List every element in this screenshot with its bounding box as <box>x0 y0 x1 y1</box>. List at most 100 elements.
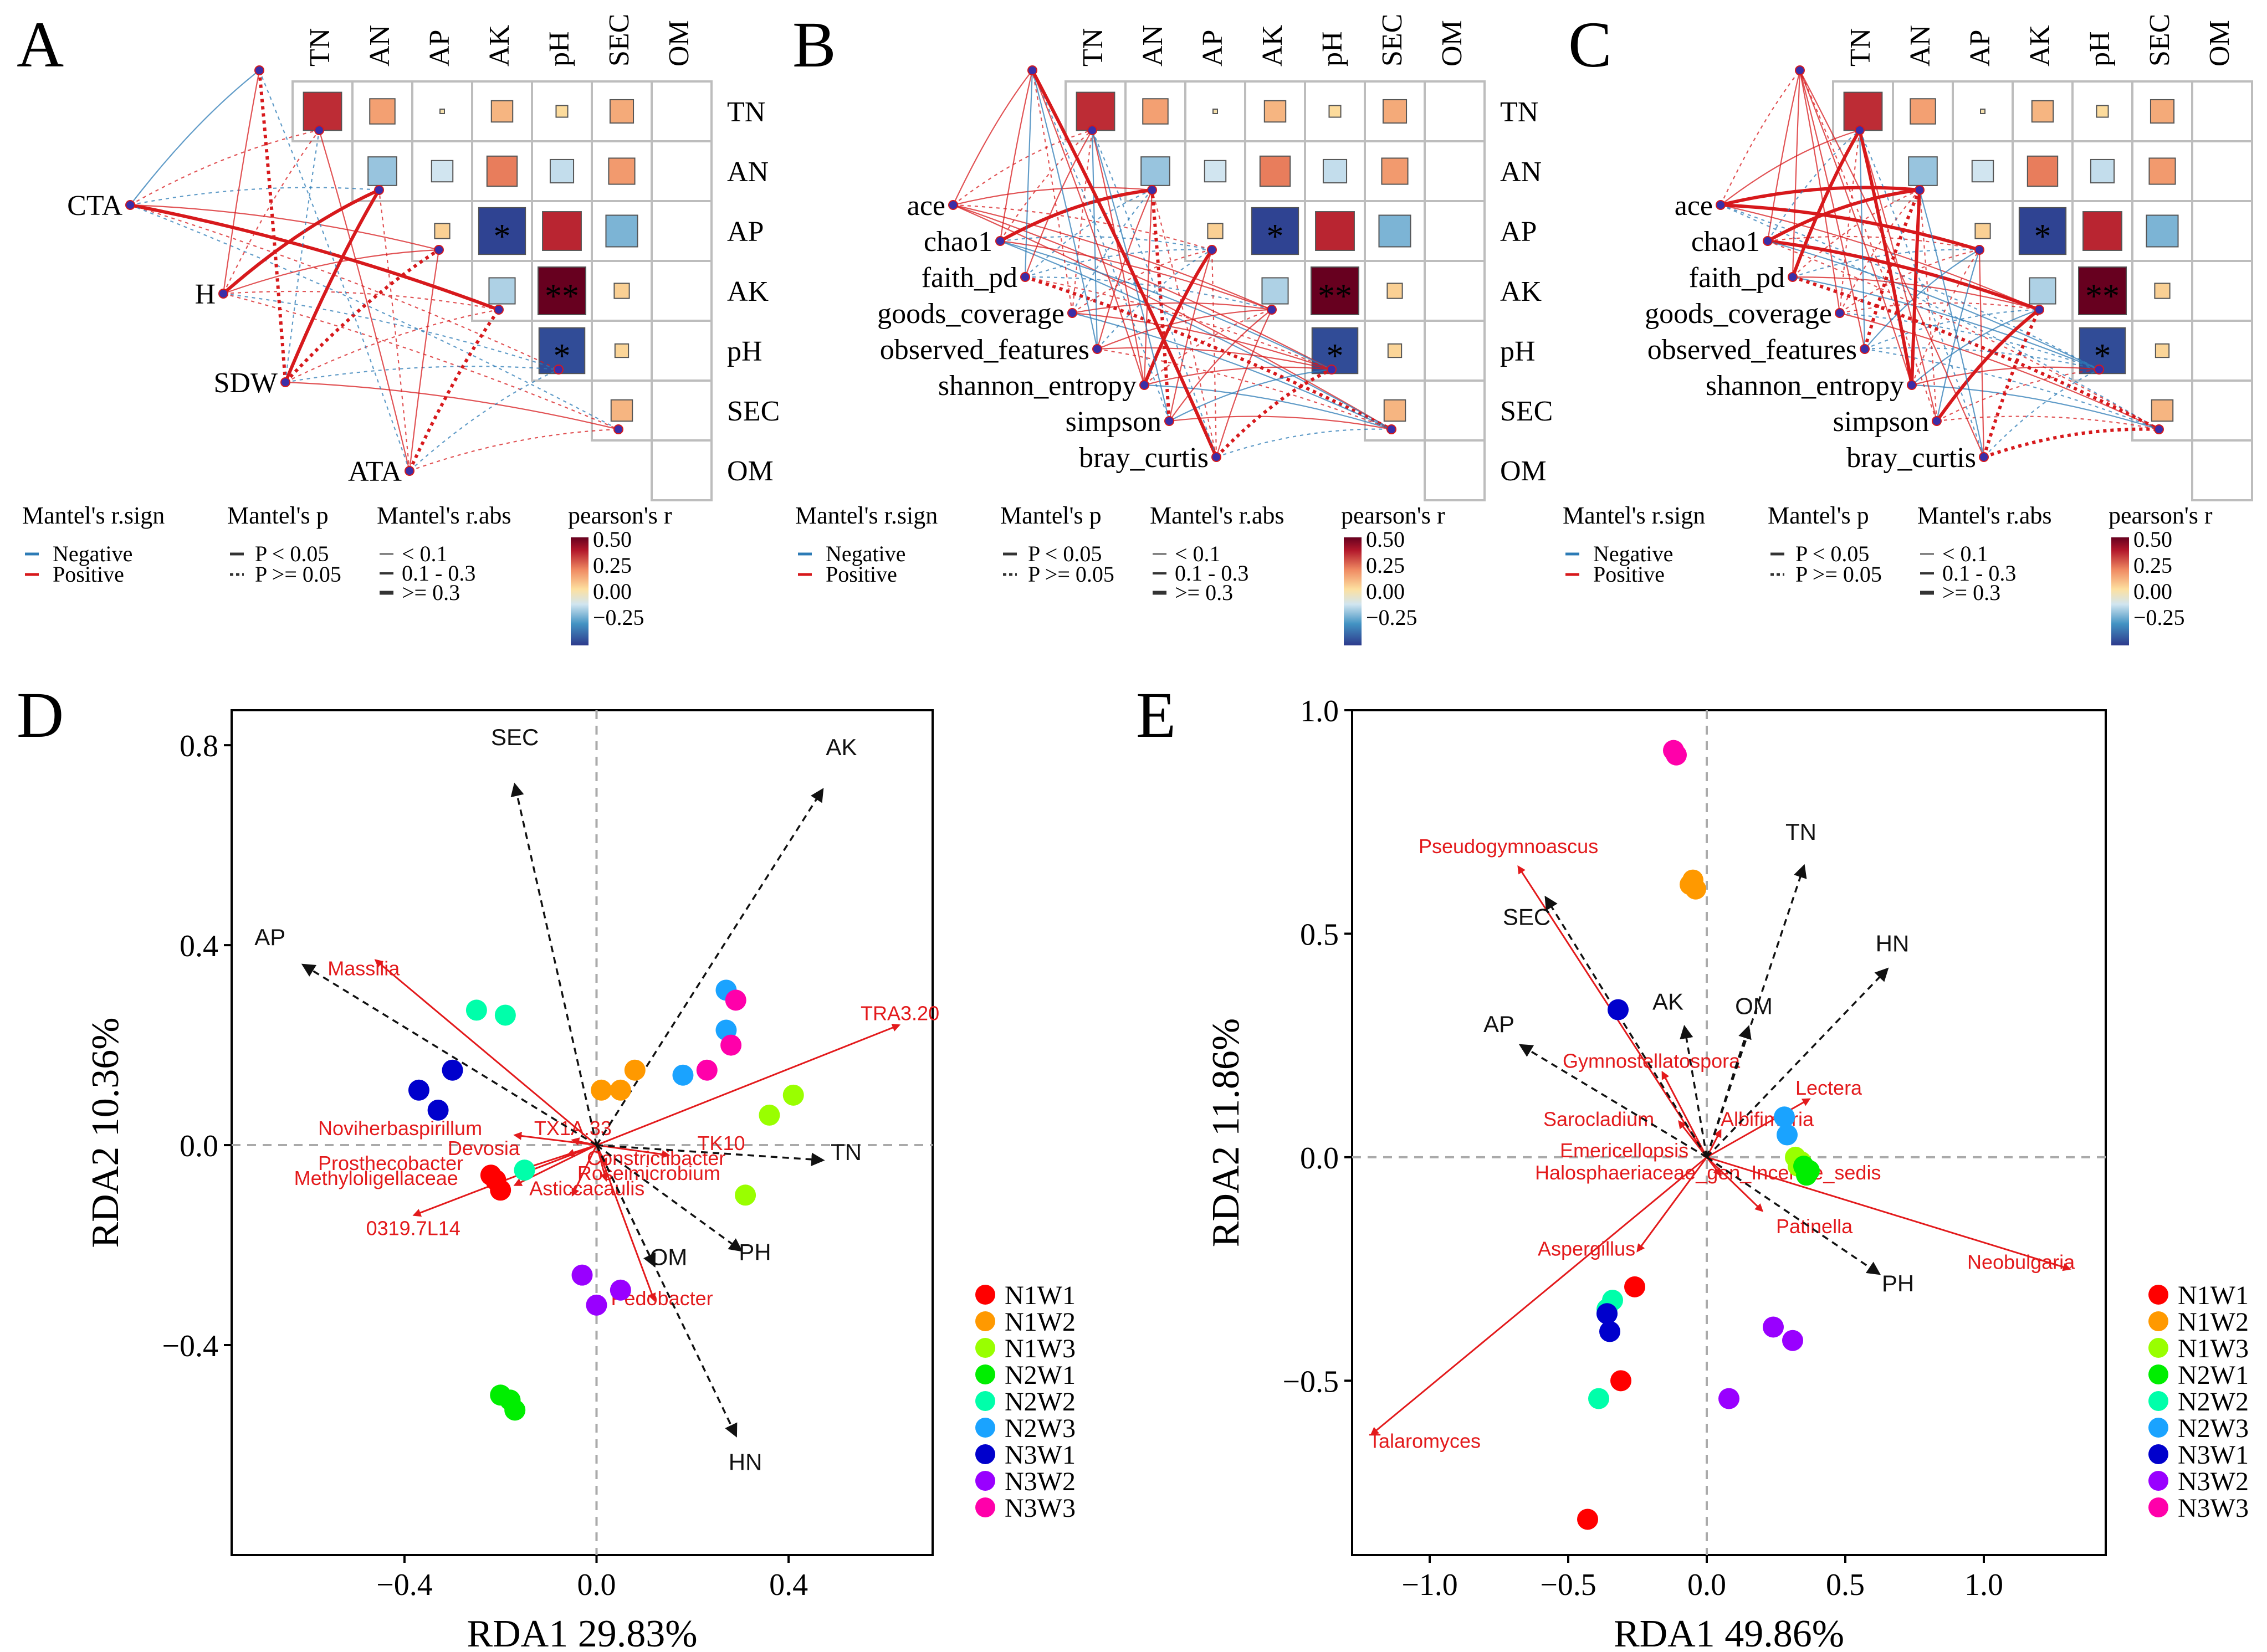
variable-node-AK <box>1974 245 1984 255</box>
group-node <box>1932 416 1942 426</box>
legend-label-N2W3: N2W3 <box>1005 1414 1076 1443</box>
matrix-square-AN-OM <box>2148 157 2176 185</box>
species-arrow-Noviherbaspirillum <box>513 1132 597 1146</box>
col-header-TN: TN <box>304 28 336 66</box>
mantel-link <box>1097 348 1392 430</box>
mantel-link <box>1168 249 1213 422</box>
panel-label-e: E <box>1136 679 1176 751</box>
matrix-square-AN-pH <box>1259 155 1291 187</box>
legend-positive-label: Positive <box>53 562 124 587</box>
group-node <box>1164 416 1174 426</box>
mantel-link <box>1169 309 1272 422</box>
colorbar-tick: −0.25 <box>593 605 644 630</box>
variable-node-AN <box>1855 125 1865 135</box>
matrix-cell-frame <box>651 320 713 382</box>
legend-abs-label: >= 0.3 <box>1175 580 1233 605</box>
row-label-AN: AN <box>727 156 769 188</box>
group-node <box>1067 308 1077 318</box>
variable-node-pH <box>1267 305 1277 315</box>
point-N1W2 <box>624 1059 646 1081</box>
point-N3W3 <box>720 1034 742 1056</box>
species-arrow-Massilia <box>374 959 597 1146</box>
mantel-link <box>953 204 1212 251</box>
mantel-link <box>285 309 499 383</box>
matrix-square-TN-AP <box>369 98 396 125</box>
matrix-square-SEC-OM <box>610 399 633 422</box>
legend-swatch-N2W2 <box>975 1391 995 1411</box>
point-N3W3 <box>725 989 746 1011</box>
col-header-OM: OM <box>663 20 695 66</box>
species-arrow-Lectera <box>1706 1098 1811 1158</box>
mantel-link <box>223 290 499 311</box>
group-node <box>1092 344 1102 354</box>
matrix-square-TN-AN <box>1843 91 1883 131</box>
mantel-link <box>1025 249 1212 278</box>
col-header-AP: AP <box>424 30 456 66</box>
x-tick-label: 0.4 <box>769 1568 808 1602</box>
mantel-link <box>409 428 619 472</box>
matrix-square-AK-OM <box>2154 283 2171 299</box>
mantel-link <box>1858 130 1913 386</box>
matrix-square-AN-SEC <box>1322 158 1348 184</box>
mantel-link <box>1911 366 2100 386</box>
matrix-square-AK-pH <box>1261 277 1289 305</box>
mantel-link <box>1151 189 1217 458</box>
legend-negative-label: Negative <box>826 541 905 566</box>
env-label-TN: TN <box>1785 819 1816 845</box>
matrix-square-AP-OM <box>2146 214 2179 248</box>
y-tick-label: 0.4 <box>180 929 218 963</box>
group-node <box>1211 452 1221 462</box>
mantel-link <box>1091 130 1098 350</box>
y-tick-label: 0.5 <box>1300 917 1339 952</box>
group-label-bray_curtis: bray_curtis <box>1079 442 1209 474</box>
col-header-AP: AP <box>1964 30 1996 66</box>
mantel-link <box>1025 275 1393 431</box>
mantel-link <box>953 187 1153 206</box>
legend-abs-label: < 0.1 <box>1175 541 1221 566</box>
mantel-link <box>1978 249 1985 458</box>
group-node <box>948 200 958 210</box>
matrix-square-TN-pH <box>490 100 514 123</box>
species-arrow-TRA3.20 <box>596 1023 901 1146</box>
env-arrow-AP <box>1518 1044 1707 1158</box>
group-label-bray_curtis: bray_curtis <box>1846 442 1976 474</box>
species-arrow-Patinella <box>1706 1156 1764 1212</box>
mantel-link <box>1767 188 1920 243</box>
matrix-cell-frame <box>1424 200 1486 262</box>
group-node <box>218 289 228 299</box>
mantel-link <box>1091 130 1217 458</box>
legend-sign-title: Mantel's r.sign <box>795 502 938 529</box>
y-tick-label: 1.0 <box>1300 694 1339 728</box>
mantel-link <box>1000 235 1212 251</box>
point-N3W1 <box>1608 999 1629 1020</box>
species-label-Halosphaeriaceae_gen_Incertae_sedis: Halosphaeriaceae_gen_Incertae_sedis <box>1535 1161 1881 1184</box>
mantel-link <box>1031 70 1098 350</box>
matrix-cell-frame <box>1424 379 1486 442</box>
matrix-cell-frame <box>651 80 713 142</box>
group-node <box>1907 380 1917 390</box>
matrix-cell-frame <box>1184 200 1246 262</box>
matrix-cell-frame <box>2191 320 2253 382</box>
group-label-chao1: chao1 <box>1691 226 1760 258</box>
group-label-observed_features: observed_features <box>880 334 1089 366</box>
legend-p-title: Mantel's p <box>1768 502 1869 529</box>
mantel-link <box>130 129 320 206</box>
matrix-square-TN-SEC <box>2096 105 2109 118</box>
mantel-link <box>1097 347 1332 371</box>
variable-node-TN <box>1027 65 1037 75</box>
mantel-link <box>1091 130 1145 386</box>
mantel-link <box>1859 130 1985 458</box>
matrix-square-TN-AN <box>303 91 342 131</box>
mantel-link <box>1720 70 1800 206</box>
mantel-link <box>1025 189 1153 278</box>
legend-label-N1W2: N1W2 <box>2178 1307 2249 1337</box>
matrix-cell-frame <box>651 200 713 262</box>
mantel-link <box>284 189 381 383</box>
variable-node-SEC <box>1327 365 1337 374</box>
env-label-TN: TN <box>831 1139 862 1165</box>
point-N2W3 <box>1777 1124 1798 1146</box>
colorbar-tick: 0.25 <box>2133 553 2172 578</box>
significance-mark: ** <box>2085 278 2120 315</box>
variable-node-AN <box>1087 125 1097 135</box>
